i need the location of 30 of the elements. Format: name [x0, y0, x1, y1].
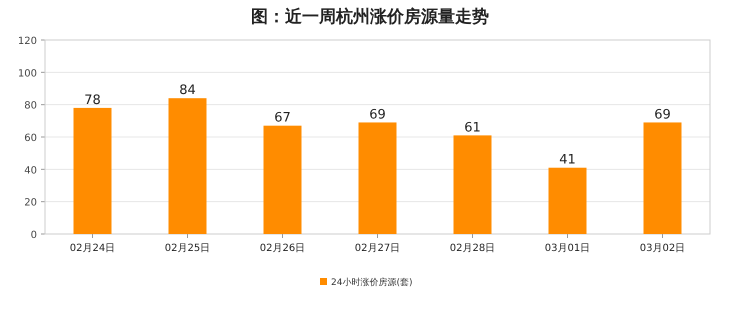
chart-title: 图：近一周杭州涨价房源量走势 [251, 7, 489, 27]
bar [264, 126, 302, 234]
data-label: 69 [654, 107, 671, 122]
y-tick-label: 40 [24, 165, 37, 176]
x-tick-label: 03月02日 [640, 243, 686, 254]
x-tick-label: 02月28日 [450, 243, 496, 254]
y-tick-label: 80 [24, 100, 37, 112]
data-label: 61 [464, 120, 481, 136]
bar [74, 108, 112, 234]
data-label: 78 [84, 92, 101, 108]
y-tick-label: 20 [24, 198, 37, 209]
bar [644, 122, 682, 234]
x-tick-label: 02月24日 [70, 243, 116, 254]
data-label: 84 [179, 83, 196, 98]
bar [358, 122, 396, 234]
y-tick-label: 100 [18, 68, 37, 80]
x-tick-label: 02月27日 [354, 243, 400, 254]
data-label: 69 [369, 107, 386, 122]
x-tick-label: 03月01日 [544, 243, 590, 254]
x-tick-label: 02月25日 [164, 243, 210, 254]
y-tick-label: 0 [30, 230, 37, 241]
data-label: 41 [559, 152, 576, 168]
bar [168, 98, 206, 234]
y-tick-label: 120 [18, 36, 37, 47]
legend-label: 24小时涨价房源(套) [331, 277, 412, 288]
bar [454, 135, 492, 234]
data-label: 67 [274, 110, 291, 126]
bar [548, 168, 586, 234]
x-tick-label: 02月26日 [260, 243, 306, 254]
y-tick-label: 60 [24, 133, 37, 144]
